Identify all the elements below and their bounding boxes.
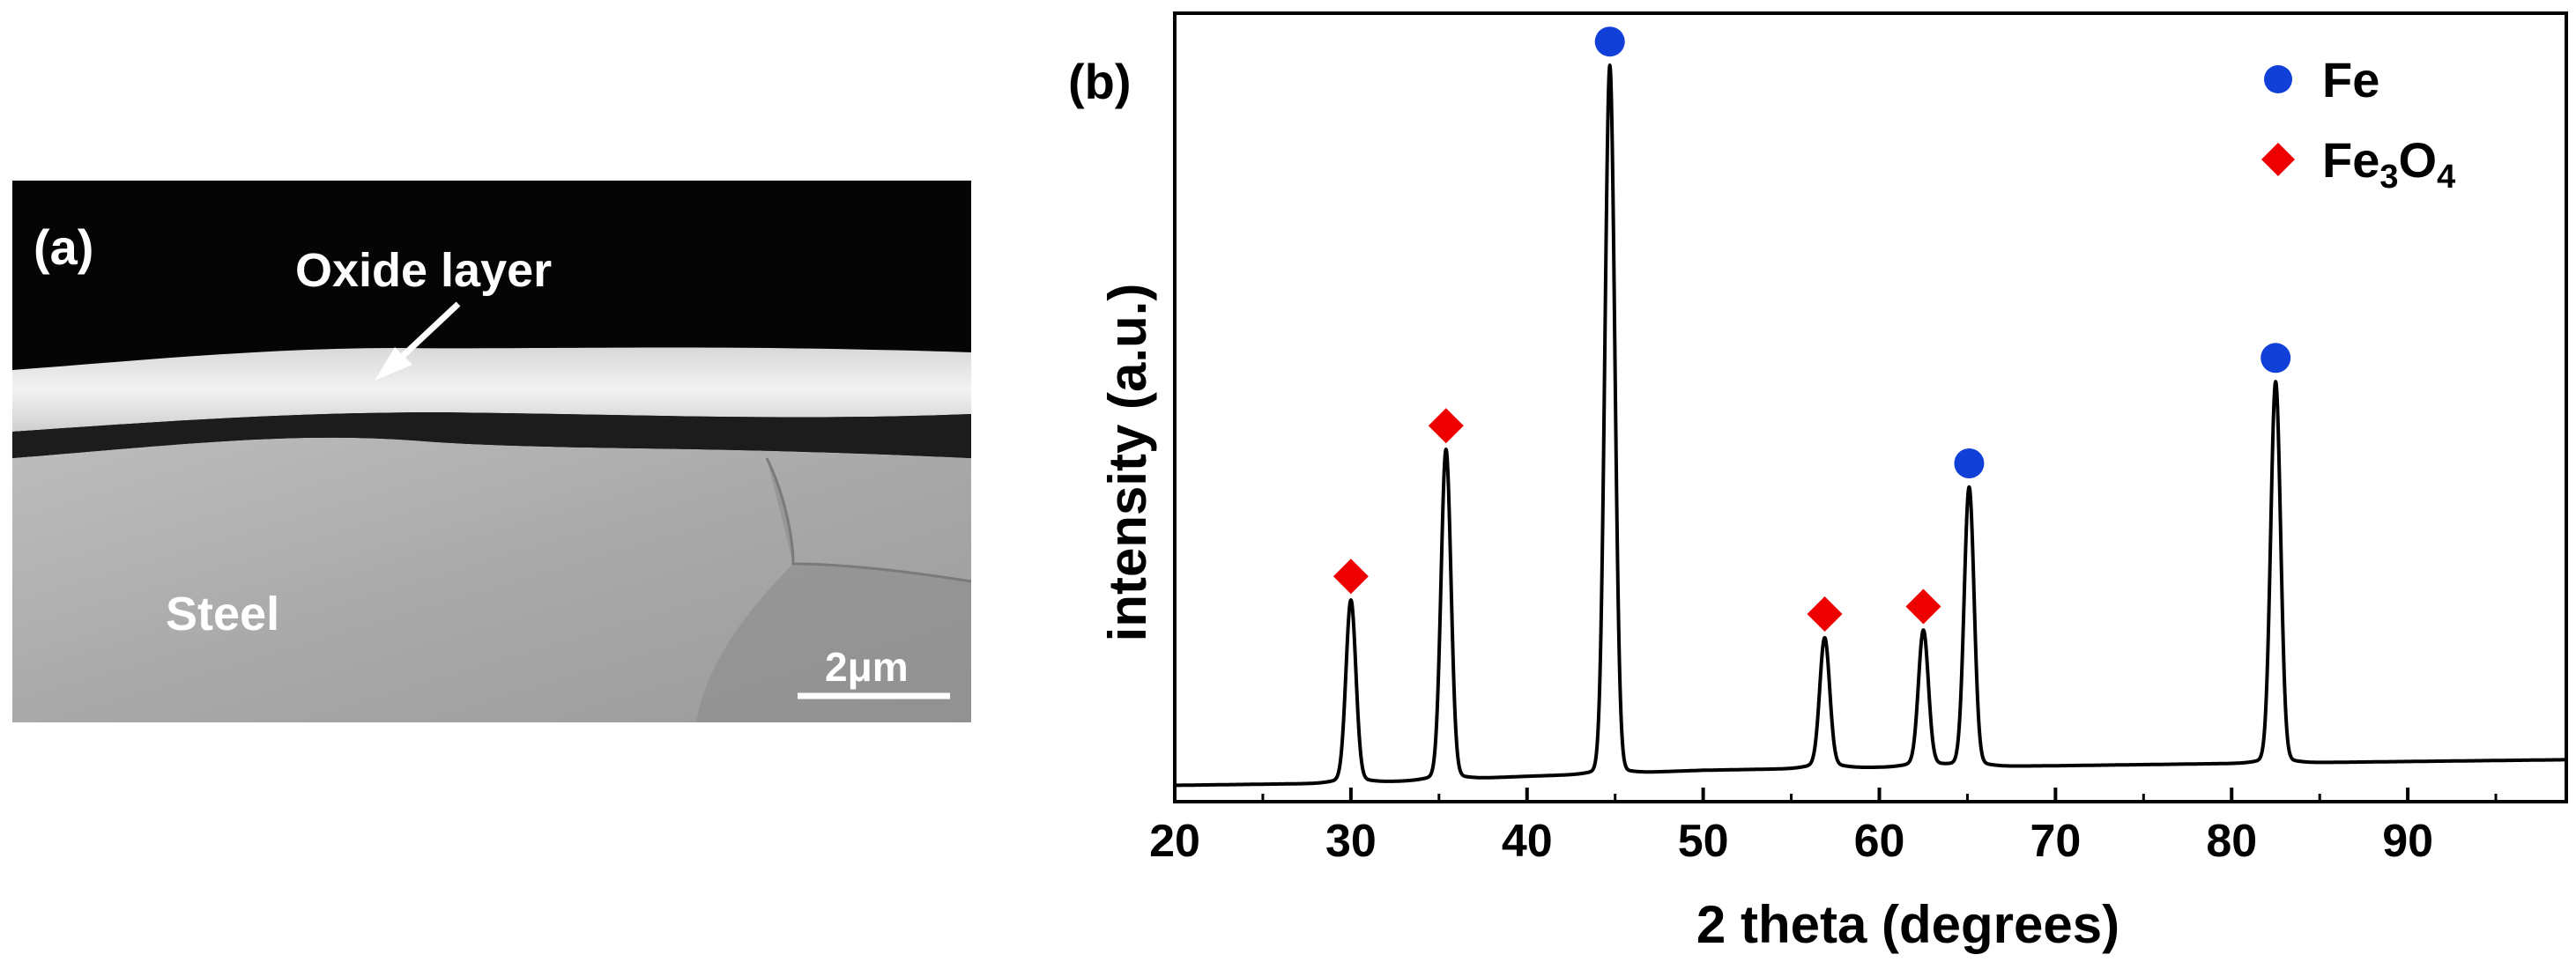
panel-a-label: (a) [33, 219, 93, 275]
x-tick-label: 20 [1149, 816, 1200, 867]
steel-label: Steel [166, 588, 279, 640]
fe3o4-peak-marker [1905, 588, 1941, 625]
x-tick-label: 90 [2382, 816, 2433, 867]
legend-fe-label: Fe [2322, 52, 2379, 107]
fe3o4-peak-marker [1333, 559, 1369, 595]
plot-area: 20 30 40 50 60 70 80 90 [1149, 11, 2568, 867]
y-axis-label: intensity (a.u.) [1098, 284, 1157, 642]
oxide-layer-label: Oxide layer [295, 244, 552, 297]
x-tick-label: 80 [2206, 816, 2257, 867]
plot-frame [1173, 11, 2568, 803]
panel-b-label: (b) [1068, 54, 1132, 109]
legend: Fe Fe3O4 [2261, 52, 2455, 196]
x-tick-label: 50 [1678, 816, 1729, 867]
xrd-pattern-line [1173, 63, 2568, 788]
fe-peak-marker [1954, 448, 1985, 478]
fe-peak-marker [2260, 343, 2291, 374]
fe-peak-marker [1594, 26, 1625, 57]
x-tick-label: 40 [1502, 816, 1553, 867]
fe3o4-peak-marker [1807, 596, 1843, 632]
oxide-pointer-arrow [375, 301, 461, 381]
sem-image [12, 181, 972, 722]
scale-bar-label: 2μm [825, 644, 909, 690]
x-axis-label: 2 theta (degrees) [1696, 895, 2119, 954]
legend-fe3o4-label: Fe3O4 [2322, 132, 2455, 196]
x-tick-label: 70 [2030, 816, 2081, 867]
fe3o4-peak-marker [1428, 408, 1464, 444]
legend-fe-marker [2264, 65, 2292, 93]
legend-fe3o4-marker [2261, 143, 2295, 176]
x-tick-label: 30 [1325, 816, 1377, 867]
x-tick-label: 60 [1854, 816, 1905, 867]
